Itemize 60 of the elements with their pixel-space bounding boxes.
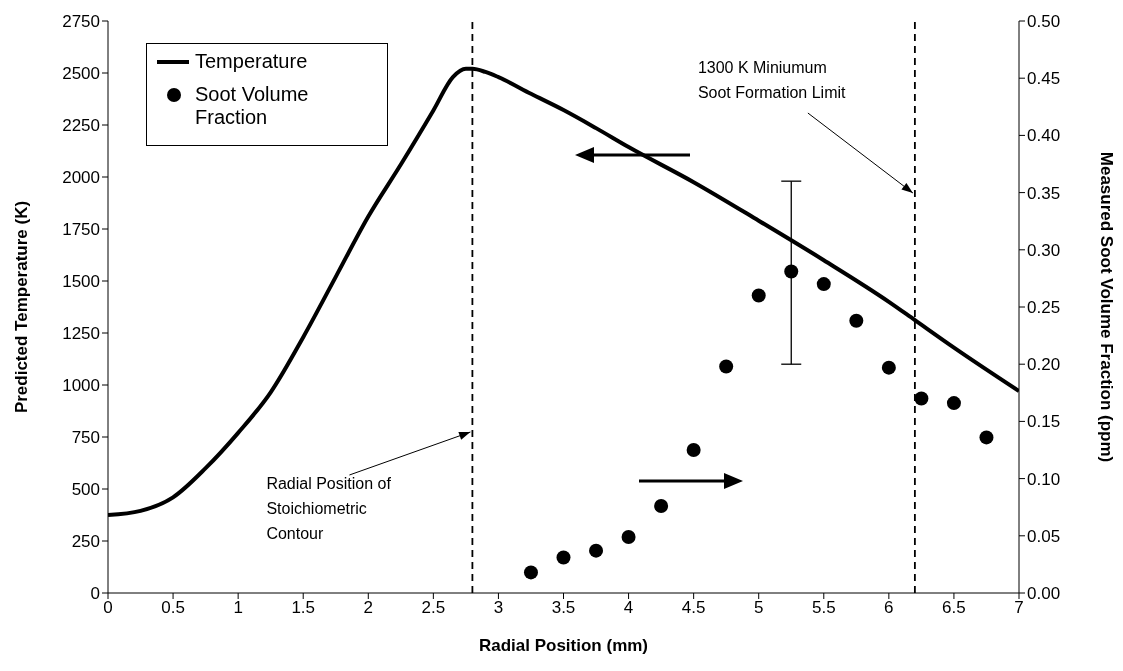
point bbox=[881, 360, 896, 375]
y-tick-label: 2000 bbox=[62, 168, 100, 188]
y-tick-label: 1250 bbox=[62, 324, 100, 344]
y2-tick-label: 0.05 bbox=[1027, 526, 1061, 546]
y-tick-label: 1000 bbox=[62, 376, 100, 396]
y-tick-label: 750 bbox=[71, 428, 100, 448]
y-tick-label: 0 bbox=[90, 584, 100, 604]
x-tick-label: 1.5 bbox=[291, 598, 316, 618]
point bbox=[816, 277, 831, 292]
x-tick-label: 6 bbox=[884, 598, 894, 618]
point bbox=[719, 359, 734, 374]
x-tick-label: 3.5 bbox=[551, 598, 576, 618]
y2-tick-label: 0.40 bbox=[1027, 126, 1061, 146]
x-tick-label: 3 bbox=[493, 598, 504, 618]
x-tick-label: 1 bbox=[233, 598, 243, 618]
ref-line-label: 1300 K Miniumum Soot Formation Limit bbox=[697, 59, 847, 102]
x-tick-label: 0 bbox=[103, 598, 113, 618]
y2-tick-label: 0.35 bbox=[1027, 183, 1061, 203]
x-tick-label: 4 bbox=[623, 598, 634, 618]
y2-tick-label: 0.25 bbox=[1027, 298, 1061, 318]
point bbox=[589, 543, 604, 558]
point bbox=[751, 288, 766, 303]
y-tick-label: 500 bbox=[71, 480, 100, 500]
y2-axis-title: Measured Soot Volume Fraction (ppm) bbox=[1096, 151, 1116, 463]
y-tick-label: 1500 bbox=[62, 272, 100, 292]
y-tick-label: 2500 bbox=[62, 64, 100, 84]
x-tick-label: 7 bbox=[1014, 598, 1024, 618]
x-tick-label: 2 bbox=[363, 598, 374, 618]
y2-tick-label: 0.10 bbox=[1027, 469, 1061, 489]
y-axis-title: Predicted Temperature (K) bbox=[12, 200, 32, 414]
x-tick-label: 0.5 bbox=[161, 598, 185, 618]
legend-label: Soot Volume Fraction bbox=[195, 83, 310, 129]
y-tick-label: 250 bbox=[71, 532, 100, 552]
point bbox=[946, 396, 961, 411]
point bbox=[654, 499, 669, 514]
x-tick-label: 6.5 bbox=[942, 598, 966, 618]
point bbox=[849, 313, 864, 328]
y2-tick-label: 0.20 bbox=[1027, 355, 1061, 375]
ref-line-label: Radial Position of Stoichiometric Contour bbox=[266, 475, 392, 543]
y2-tick-label: 0.30 bbox=[1027, 240, 1061, 260]
point bbox=[523, 565, 538, 580]
x-tick-label: 5.5 bbox=[811, 598, 836, 618]
y2-tick-label: 0.15 bbox=[1027, 412, 1061, 432]
point bbox=[621, 529, 636, 544]
point bbox=[979, 430, 994, 445]
y2-tick-label: 0.50 bbox=[1027, 12, 1061, 32]
x-tick-label: 4.5 bbox=[681, 598, 706, 618]
y2-tick-label: 0.00 bbox=[1027, 584, 1061, 604]
legend-label: Temperature bbox=[195, 50, 308, 73]
point bbox=[784, 264, 799, 279]
point bbox=[914, 391, 929, 406]
y-tick-label: 2750 bbox=[62, 12, 100, 32]
y-tick-label: 2250 bbox=[62, 116, 100, 136]
y2-tick-label: 0.45 bbox=[1027, 69, 1061, 89]
point bbox=[686, 443, 701, 457]
x-tick-label: 5 bbox=[753, 598, 764, 618]
point bbox=[556, 550, 571, 565]
y-tick-label: 1750 bbox=[62, 220, 100, 240]
x-tick-label: 2.5 bbox=[421, 598, 446, 618]
x-axis-title: Radial Position (mm) bbox=[478, 636, 649, 655]
